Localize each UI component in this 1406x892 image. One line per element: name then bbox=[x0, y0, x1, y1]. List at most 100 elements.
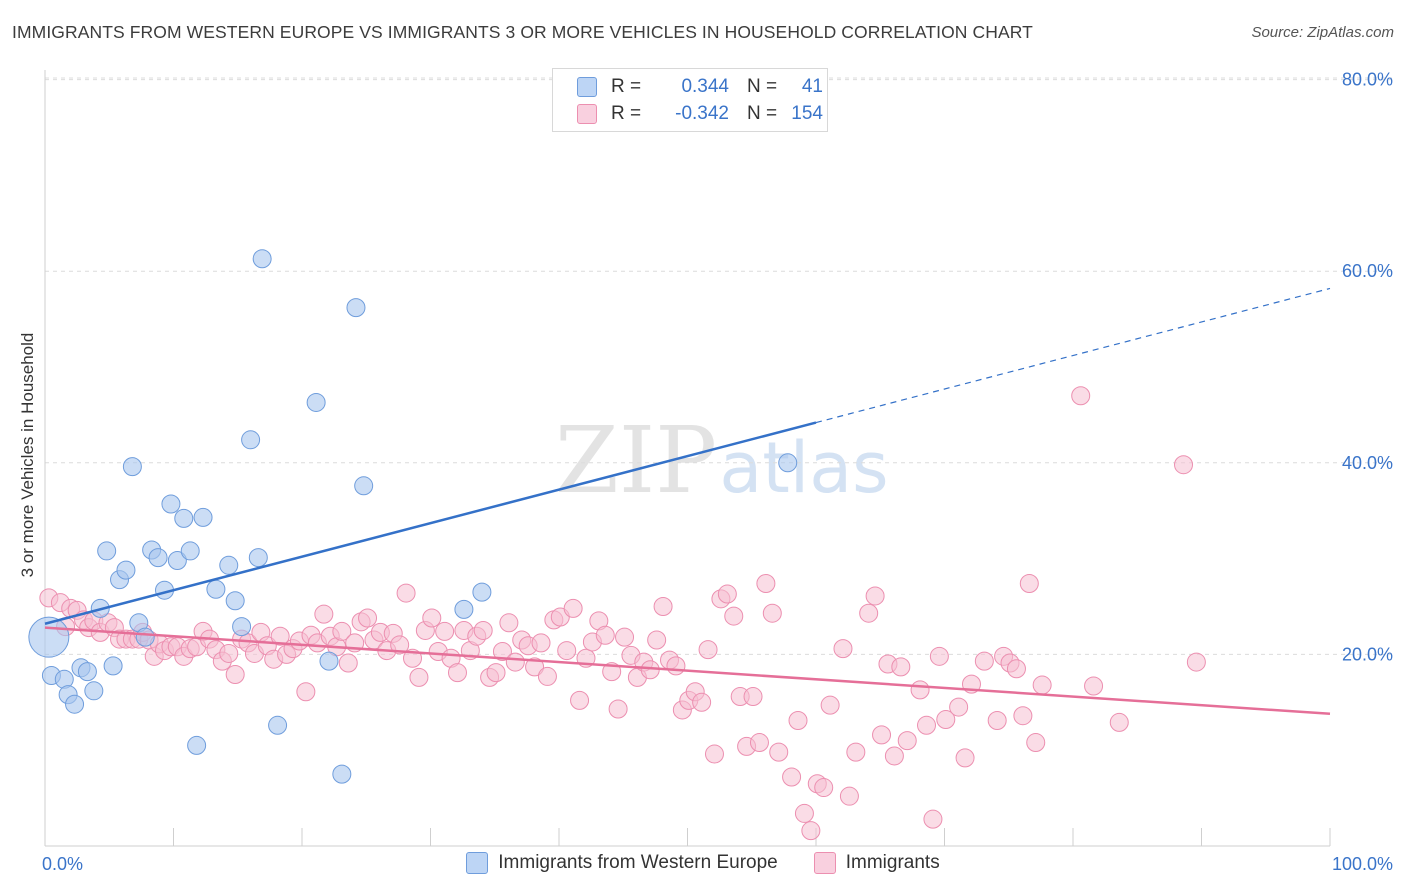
watermark-zip: ZIP bbox=[555, 407, 717, 514]
immigrants-point bbox=[865, 586, 885, 606]
x-tick-label: 0.0% bbox=[42, 854, 83, 874]
immigrants-point bbox=[608, 699, 628, 719]
series-legend: Immigrants from Western Europe Immigrant… bbox=[0, 852, 1406, 874]
immigrants-point bbox=[917, 715, 937, 735]
immigrants-point bbox=[884, 746, 904, 766]
immigrants-point bbox=[525, 657, 545, 677]
western-europe-point bbox=[346, 298, 366, 318]
immigrants-point bbox=[296, 682, 316, 702]
immigrants-point bbox=[949, 697, 969, 717]
western-europe-point bbox=[332, 764, 352, 784]
immigrants-point bbox=[756, 574, 776, 594]
western-europe-point bbox=[472, 582, 492, 602]
immigrants-point bbox=[839, 786, 859, 806]
western-europe-point bbox=[206, 579, 226, 599]
immigrants-point bbox=[936, 710, 956, 730]
immigrants-point bbox=[447, 663, 467, 683]
western-europe-point bbox=[268, 715, 288, 735]
legend-label-immigrants: Immigrants bbox=[845, 852, 940, 873]
immigrants-point bbox=[833, 639, 853, 659]
immigrants-point bbox=[492, 642, 512, 662]
r-value-immigrants: -0.342 bbox=[675, 103, 729, 124]
immigrants-point bbox=[872, 725, 892, 745]
immigrants-point bbox=[505, 652, 525, 672]
n-value-western-europe: 41 bbox=[801, 76, 823, 97]
western-europe-point bbox=[225, 591, 245, 611]
immigrants-point bbox=[653, 597, 673, 616]
immigrants-point bbox=[666, 656, 686, 676]
legend-item-immigrants[interactable]: Immigrants bbox=[813, 852, 940, 874]
immigrants-point bbox=[647, 630, 667, 650]
immigrants-point bbox=[987, 711, 1007, 731]
western-europe-point bbox=[248, 548, 268, 568]
western-europe-point bbox=[65, 694, 85, 714]
immigrants-point bbox=[749, 733, 769, 753]
immigrants-point bbox=[820, 695, 840, 715]
immigrants-point bbox=[743, 687, 763, 707]
immigrants-point bbox=[724, 606, 744, 626]
western-europe-point bbox=[454, 599, 474, 619]
western-europe-point bbox=[319, 651, 339, 671]
immigrants-point bbox=[698, 640, 718, 660]
western-europe-points bbox=[28, 249, 798, 784]
legend-row-immigrants: R = -0.342 N = 154 bbox=[577, 102, 823, 126]
immigrants-point bbox=[225, 665, 245, 685]
western-europe-point bbox=[778, 453, 798, 473]
immigrants-point bbox=[537, 666, 557, 686]
n-label: N = bbox=[747, 76, 778, 97]
immigrants-point bbox=[1186, 652, 1206, 672]
r-label: R = bbox=[611, 103, 642, 124]
immigrants-point bbox=[1019, 574, 1039, 594]
immigrants-point bbox=[563, 598, 583, 618]
immigrants-point bbox=[570, 690, 590, 710]
western-europe-point bbox=[148, 548, 168, 568]
immigrants-points bbox=[39, 386, 1206, 841]
grid-lines bbox=[45, 77, 1392, 655]
western-europe-point bbox=[306, 392, 326, 412]
immigrants-point bbox=[788, 711, 808, 731]
tick-labels: 20.0% 40.0% 60.0% 80.0% 0.0% 100.0% bbox=[42, 70, 1393, 874]
immigrants-point bbox=[910, 680, 930, 700]
x-tick-label: 100.0% bbox=[1332, 854, 1393, 874]
western-europe-point bbox=[161, 494, 181, 514]
western-europe-point bbox=[77, 662, 97, 682]
immigrants-point bbox=[762, 603, 782, 623]
stats-legend: R = 0.344 N = 41 R = -0.342 N = 154 bbox=[552, 68, 828, 132]
western-europe-point bbox=[122, 457, 142, 477]
western-europe-trend-line bbox=[44, 421, 817, 625]
y-tick-label: 20.0% bbox=[1342, 644, 1393, 664]
western-europe-point bbox=[116, 560, 136, 580]
western-europe-point bbox=[187, 735, 207, 755]
axes bbox=[44, 70, 1331, 847]
immigrants-point bbox=[1013, 706, 1033, 726]
immigrants-point bbox=[390, 635, 410, 655]
immigrants-point bbox=[435, 621, 455, 641]
western-europe-point bbox=[174, 508, 194, 528]
western-europe-point bbox=[167, 551, 187, 571]
immigrants-point bbox=[1174, 455, 1194, 475]
immigrants-point bbox=[499, 613, 519, 633]
immigrants-point bbox=[704, 744, 724, 764]
immigrants-point bbox=[814, 778, 834, 798]
legend-item-western-europe[interactable]: Immigrants from Western Europe bbox=[466, 852, 778, 874]
immigrants-point bbox=[358, 608, 378, 628]
immigrants-point bbox=[1084, 676, 1104, 696]
immigrants-point bbox=[338, 653, 358, 673]
immigrants-point bbox=[1109, 712, 1129, 732]
immigrants-point bbox=[929, 646, 949, 666]
immigrants-point bbox=[782, 767, 802, 787]
legend-row-western-europe: R = 0.344 N = 41 bbox=[577, 75, 823, 99]
immigrants-point bbox=[846, 742, 866, 762]
n-label: N = bbox=[747, 103, 778, 124]
immigrants-point bbox=[801, 821, 821, 841]
immigrants-trend-line bbox=[44, 626, 1331, 716]
watermark-atlas: atlas bbox=[719, 427, 888, 509]
immigrants-point bbox=[473, 620, 493, 640]
r-value-western-europe: 0.344 bbox=[681, 76, 729, 97]
pink-swatch bbox=[813, 852, 836, 874]
immigrants-point bbox=[1006, 659, 1026, 679]
immigrants-point bbox=[1071, 386, 1091, 406]
immigrants-point bbox=[270, 626, 290, 646]
western-europe-point bbox=[28, 616, 70, 658]
r-label: R = bbox=[611, 76, 642, 97]
